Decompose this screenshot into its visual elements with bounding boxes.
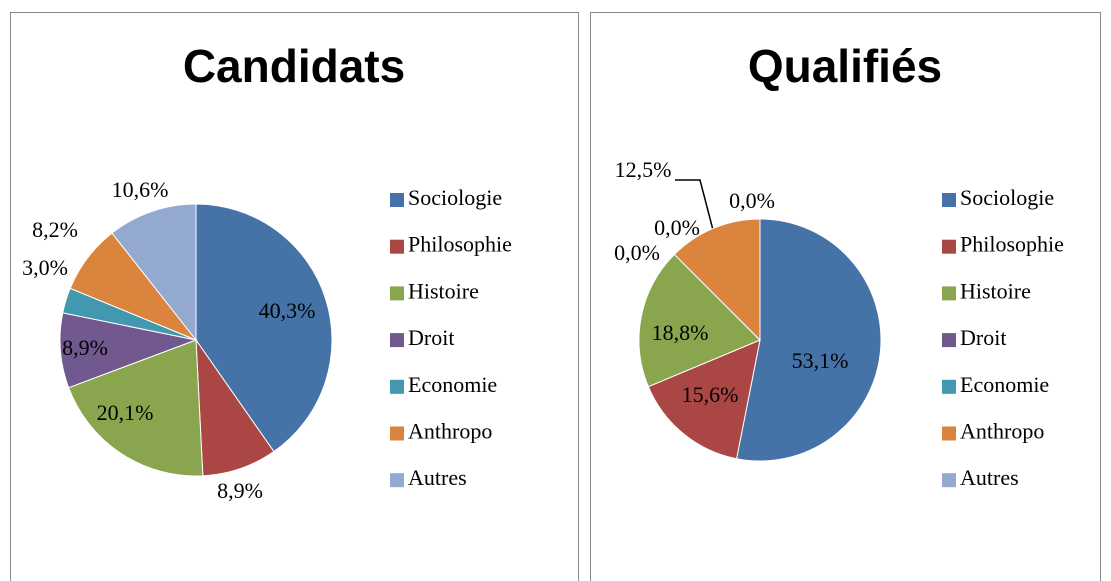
- legend-label: Philosophie: [960, 232, 1064, 257]
- data-label: 15,6%: [682, 382, 739, 407]
- pie-slice: [638, 253, 761, 388]
- legend-swatch: [390, 379, 404, 394]
- pie-slice: [67, 339, 204, 477]
- panel-border: [590, 12, 1101, 581]
- leader-line: [675, 179, 714, 231]
- legend-label: Autres: [960, 465, 1019, 490]
- legend-swatch: [942, 333, 956, 348]
- legend-swatch: [390, 286, 404, 301]
- legend-swatch: [942, 193, 956, 207]
- legend-swatch: [390, 426, 404, 441]
- pie-slice: [735, 218, 882, 462]
- legend-swatch: [390, 473, 404, 488]
- pie-slice: [111, 203, 197, 342]
- data-label: 8,9%: [62, 335, 108, 360]
- legend-swatch: [942, 239, 956, 254]
- chart-title: Candidats: [183, 40, 405, 92]
- legend-label: Anthropo: [408, 419, 492, 444]
- data-label: 10,6%: [112, 177, 169, 202]
- pie-slice: [195, 203, 333, 453]
- legend-label: Economie: [960, 372, 1049, 397]
- legend-label: Philosophie: [408, 232, 512, 257]
- data-label: 0,0%: [654, 215, 700, 240]
- data-label: 8,9%: [217, 478, 263, 503]
- legend-swatch: [942, 473, 956, 488]
- legend-swatch: [942, 286, 956, 301]
- legend-swatch: [942, 379, 956, 394]
- chart-title: Qualifiés: [748, 40, 942, 92]
- data-label: 53,1%: [792, 348, 849, 373]
- data-label: 20,1%: [97, 400, 154, 425]
- legend-swatch: [390, 333, 404, 348]
- data-label: 0,0%: [729, 188, 775, 213]
- legend-label: Sociologie: [408, 185, 502, 210]
- legend-label: Histoire: [408, 278, 479, 303]
- legend-label: Autres: [408, 465, 467, 490]
- data-label: 18,8%: [652, 320, 709, 345]
- legend-label: Droit: [408, 325, 454, 350]
- legend-label: Droit: [960, 325, 1006, 350]
- data-label: 0,0%: [614, 240, 660, 265]
- data-label: 12,5%: [615, 157, 672, 182]
- data-label: 3,0%: [22, 255, 68, 280]
- legend-swatch: [390, 239, 404, 254]
- data-label: 40,3%: [259, 298, 316, 323]
- panel-border: [10, 12, 579, 581]
- legend-label: Economie: [408, 372, 497, 397]
- legend-label: Sociologie: [960, 185, 1054, 210]
- legend-swatch: [942, 426, 956, 441]
- data-label: 8,2%: [32, 217, 78, 242]
- pie-slice: [673, 218, 761, 342]
- legend-label: Anthropo: [960, 419, 1044, 444]
- legend-swatch: [390, 193, 404, 207]
- legend-label: Histoire: [960, 278, 1031, 303]
- pie-slice: [647, 339, 761, 460]
